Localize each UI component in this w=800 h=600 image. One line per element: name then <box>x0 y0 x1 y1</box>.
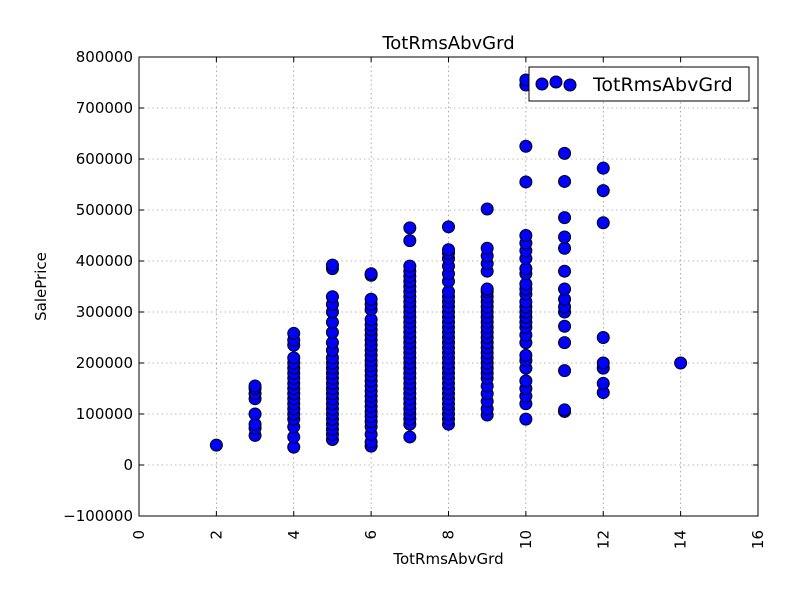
legend-label: TotRmsAbvGrd <box>592 74 733 96</box>
x-tick-label: 4 <box>285 530 303 540</box>
legend-marker <box>535 77 549 91</box>
y-tick-label: 400000 <box>76 252 133 270</box>
y-tick-label: 600000 <box>76 150 133 168</box>
data-point <box>403 234 417 248</box>
data-point <box>596 331 610 344</box>
data-point <box>480 202 494 216</box>
data-point <box>480 282 494 296</box>
data-point <box>287 326 301 340</box>
data-point <box>519 412 533 426</box>
x-tick-label: 14 <box>672 530 690 549</box>
x-axis-label: TotRmsAbvGrd <box>392 550 503 568</box>
data-point <box>403 221 417 235</box>
x-tick-label: 0 <box>130 530 148 540</box>
data-point <box>596 216 610 230</box>
data-point <box>519 175 533 189</box>
data-point <box>558 241 572 255</box>
y-tick-label: 700000 <box>76 99 133 117</box>
data-point <box>674 356 688 370</box>
data-point <box>596 184 610 198</box>
data-point <box>558 230 572 244</box>
data-point <box>558 146 572 160</box>
data-point <box>519 374 533 388</box>
data-points <box>209 73 688 454</box>
chart-title: TotRmsAbvGrd <box>381 33 514 54</box>
data-point <box>596 356 610 370</box>
data-point <box>364 267 378 281</box>
y-tick-label: 200000 <box>76 354 133 372</box>
data-point <box>558 364 572 378</box>
data-point <box>403 430 417 444</box>
data-point <box>519 139 533 153</box>
data-point <box>558 336 572 350</box>
legend-marker <box>549 75 563 89</box>
y-tick-label: 300000 <box>76 303 133 321</box>
data-point <box>519 348 533 362</box>
data-point <box>325 290 339 304</box>
data-point <box>558 174 572 188</box>
x-tick-labels: 0 2 4 6 8 10 12 14 16 <box>130 530 767 549</box>
x-tick-label: 6 <box>362 530 380 540</box>
data-point <box>248 407 262 421</box>
data-point <box>287 351 301 365</box>
y-tick-label: 100000 <box>76 405 133 423</box>
data-point <box>442 220 455 234</box>
y-axis-label: SalePrice <box>32 252 50 321</box>
data-point <box>325 258 339 272</box>
data-point <box>558 403 572 417</box>
legend-marker <box>563 78 577 92</box>
x-tick-label: 16 <box>749 530 767 549</box>
data-point <box>558 264 572 278</box>
data-point <box>596 376 610 390</box>
y-tick-label: 0 <box>123 456 133 474</box>
data-point <box>403 259 417 273</box>
data-point <box>209 438 223 452</box>
data-point <box>558 282 572 296</box>
axis-ticks <box>138 56 759 517</box>
data-point <box>480 241 494 255</box>
x-tick-label: 8 <box>440 530 458 540</box>
data-point <box>596 161 610 175</box>
y-tick-label: 500000 <box>76 201 133 219</box>
x-tick-label: 12 <box>594 530 612 549</box>
data-point <box>558 319 572 333</box>
y-tick-label: −100000 <box>63 507 133 525</box>
legend: TotRmsAbvGrd <box>528 66 750 102</box>
data-point <box>519 229 533 242</box>
data-point <box>442 243 455 257</box>
x-tick-label: 10 <box>517 530 535 549</box>
data-point <box>558 211 572 225</box>
x-tick-label: 2 <box>207 530 225 540</box>
data-point <box>364 292 378 306</box>
y-tick-label: 800000 <box>76 48 133 66</box>
data-point <box>248 379 262 393</box>
y-tick-labels: −100000 0 100000 200000 300000 400000 500000 60… <box>63 48 133 525</box>
